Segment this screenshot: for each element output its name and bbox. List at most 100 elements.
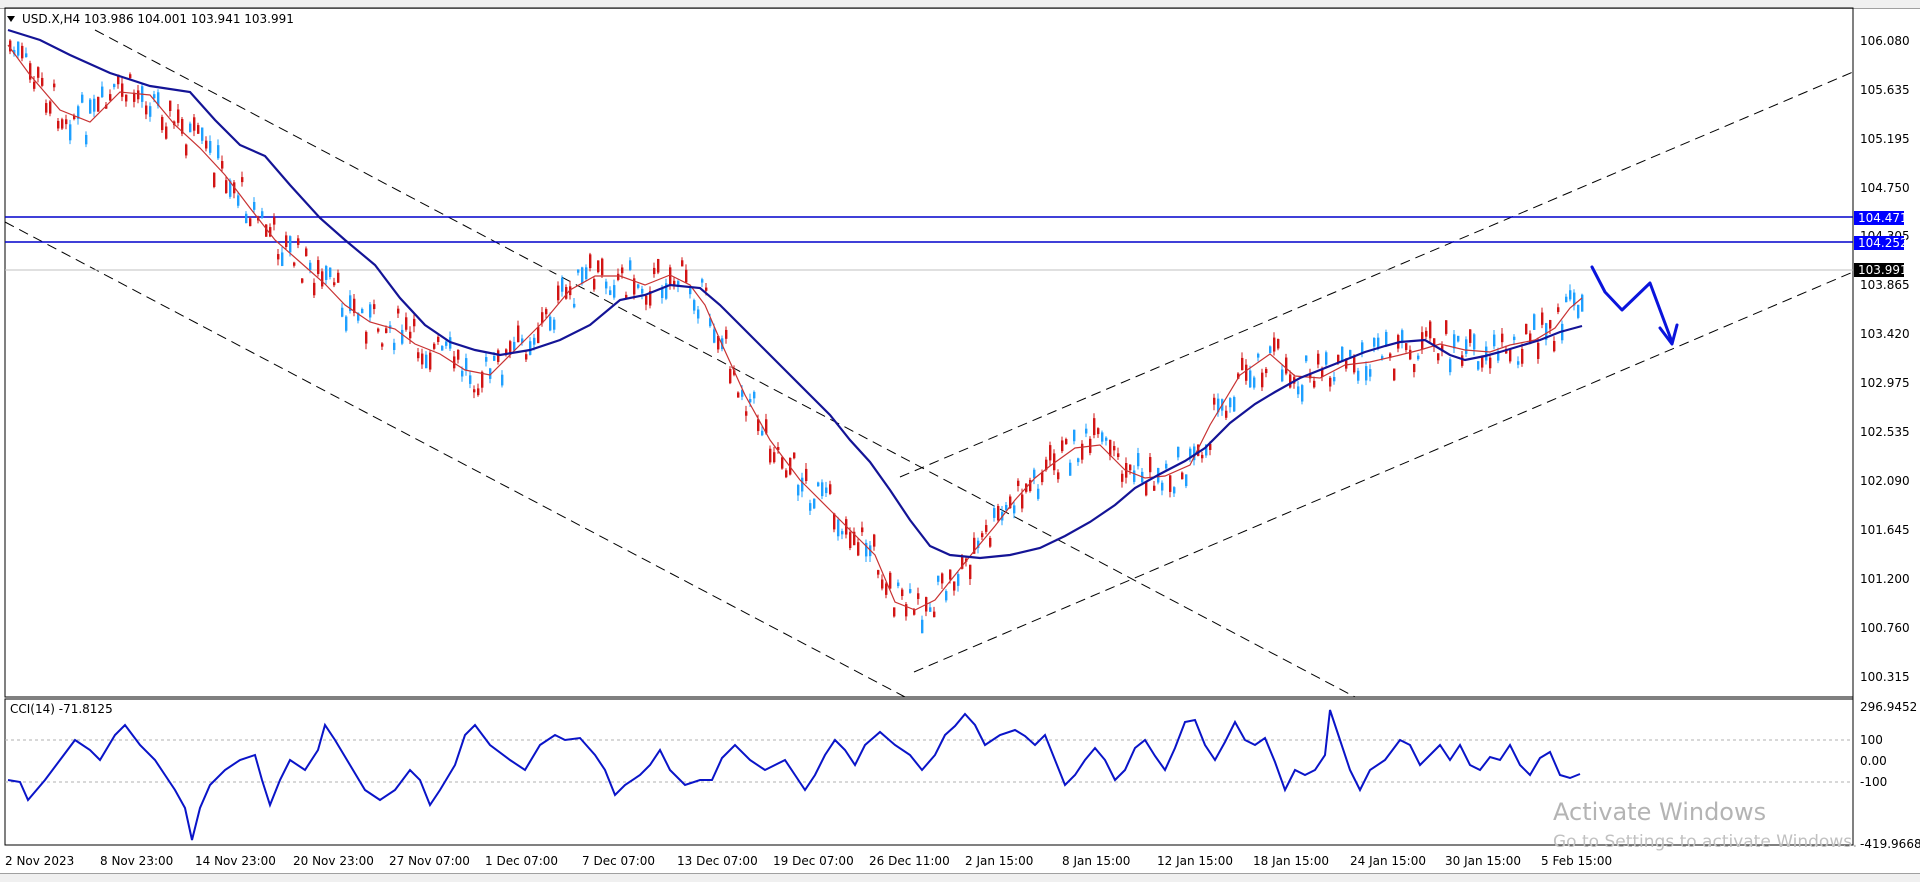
candle-body (25, 53, 28, 58)
candle-body (749, 399, 752, 403)
candle-body (549, 316, 552, 331)
candle-body (61, 119, 64, 129)
candle-body (1389, 353, 1392, 358)
candle-body (245, 213, 248, 224)
candle-body (185, 144, 188, 156)
candle-body (453, 356, 456, 369)
candle-body (1525, 323, 1528, 335)
activate-windows-subtitle: Go to Settings to activate Windows. (1553, 832, 1858, 852)
moving-average-fast (7, 44, 1583, 611)
candle-body (633, 278, 636, 295)
candle-body (793, 452, 796, 459)
price-tick: 104.750 (1860, 181, 1910, 195)
candle-body (877, 570, 880, 575)
candle-body (1329, 377, 1332, 387)
candle-body (1333, 376, 1336, 382)
candle-body (393, 342, 396, 351)
chart-menu-triangle-icon[interactable] (7, 16, 15, 22)
candle-body (1349, 350, 1352, 357)
candle-body (1461, 355, 1464, 366)
candle-body (809, 503, 812, 511)
candle-body (1133, 470, 1136, 482)
candle-body (1229, 398, 1232, 408)
candle-body (133, 92, 136, 102)
candle-body (177, 109, 180, 123)
candle-body (1165, 463, 1168, 469)
candle-body (909, 589, 912, 593)
candle-body (881, 579, 884, 589)
candle-body (1217, 398, 1220, 413)
candle-body (337, 272, 340, 283)
candle-body (649, 291, 652, 306)
candle-body (1377, 337, 1380, 348)
candle-body (293, 262, 296, 266)
candle-body (445, 341, 448, 346)
candle-body (849, 532, 852, 548)
candle-body (273, 217, 276, 225)
candle-body (953, 581, 956, 591)
price-tick: 102.975 (1860, 376, 1910, 390)
candle-body (29, 63, 32, 80)
time-tick: 8 Nov 23:00 (100, 854, 173, 868)
candle-body (1081, 443, 1084, 460)
candle-body (865, 542, 868, 557)
candle-body (1201, 454, 1204, 459)
candle-body (585, 267, 588, 280)
candle-body (1477, 361, 1480, 370)
candle-body (757, 419, 760, 432)
candle-body (1569, 290, 1572, 300)
uptrend-channel-upper[interactable] (899, 71, 1854, 478)
candle-body (345, 316, 348, 331)
candle-body (1005, 504, 1008, 511)
candle-body (637, 284, 640, 288)
candle-body (929, 607, 932, 612)
price-tick: 102.535 (1860, 425, 1910, 439)
candle-body (417, 352, 420, 359)
candle-body (97, 96, 100, 112)
candle-body (241, 177, 244, 183)
candle-body (921, 619, 924, 634)
candle-body (653, 267, 656, 275)
candle-body (933, 611, 936, 618)
candle-body (1117, 453, 1120, 457)
candle-body (1345, 359, 1348, 369)
candle-body (613, 285, 616, 298)
candle-body (157, 92, 160, 106)
candle-body (1009, 496, 1012, 509)
candle-body (221, 161, 224, 169)
candle-body (1297, 386, 1300, 395)
candle-body (109, 94, 112, 101)
candle-body (769, 448, 772, 463)
downtrend-channel-upper[interactable] (94, 29, 1356, 698)
candle-body (1317, 353, 1320, 365)
candle-body (981, 533, 984, 538)
candle-body (1581, 294, 1584, 312)
candle-body (1549, 320, 1552, 329)
candle-body (581, 267, 584, 284)
forecast-arrow[interactable] (1590, 265, 1679, 346)
chart-tabs-strip[interactable] (0, 873, 1920, 882)
candle-body (617, 273, 620, 280)
horizontal-levels[interactable] (5, 216, 1853, 271)
price-tick: 102.090 (1860, 474, 1910, 488)
moving-average-slow (7, 28, 1583, 560)
candle-body (1409, 349, 1412, 360)
candle-body (1533, 314, 1536, 330)
candle-body (1357, 370, 1360, 381)
candle-body (401, 329, 404, 344)
candle-body (321, 271, 324, 287)
candle-body (1041, 472, 1044, 483)
candle-body (1393, 368, 1396, 381)
price-tick: 100.760 (1860, 621, 1910, 635)
candle-body (1401, 330, 1404, 343)
trend-channels[interactable] (4, 29, 1854, 698)
candle-body (1241, 357, 1244, 371)
candle-body (641, 288, 644, 294)
downtrend-channel-lower[interactable] (4, 221, 906, 698)
candle-body (505, 349, 508, 355)
uptrend-channel-lower[interactable] (913, 271, 1854, 673)
candle-body (113, 84, 116, 88)
candle-body (861, 527, 864, 533)
candle-body (1137, 453, 1140, 467)
